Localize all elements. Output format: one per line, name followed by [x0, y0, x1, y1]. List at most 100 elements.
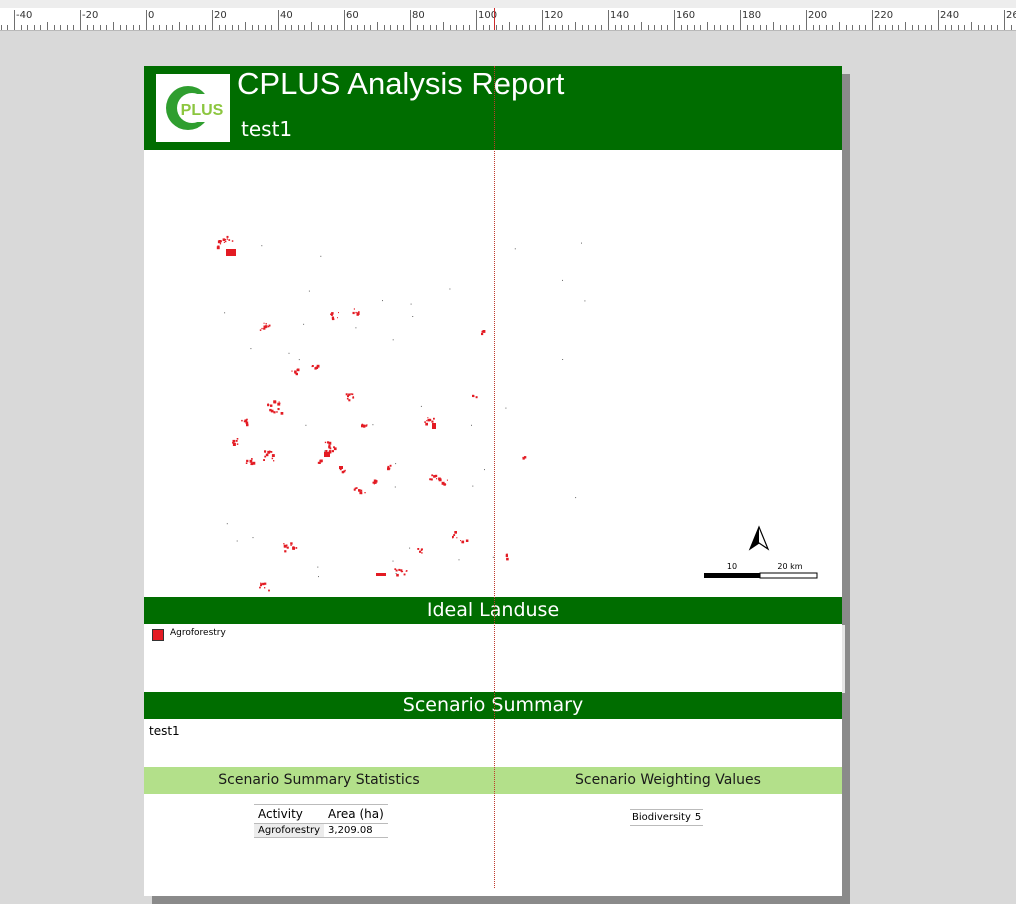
ruler-tick [86, 25, 88, 30]
ruler-tick [990, 25, 992, 30]
map-feature-pixel [263, 322, 265, 324]
map-speck [395, 463, 397, 465]
map-feature-pixel [293, 548, 295, 550]
ruler-tick [198, 25, 200, 30]
ruler-tick [218, 25, 220, 30]
ruler-tick [205, 25, 207, 30]
map-feature-pixel [387, 467, 390, 471]
ruler-tick [245, 22, 246, 30]
map-feature-pixel [329, 447, 332, 450]
ruler-tick [641, 22, 642, 30]
map-feature-pixel [264, 450, 267, 453]
map-speck [581, 242, 582, 244]
map-feature-pixel [328, 446, 331, 449]
map-feature-pixel [506, 557, 509, 561]
map-feature-pixel [280, 412, 284, 415]
map-feature-pixel [260, 584, 262, 587]
ruler-tick [0, 25, 2, 30]
map-speck [288, 352, 290, 354]
ruler-tick [951, 25, 953, 30]
horizontal-ruler[interactable]: -40 -20 0 20 40 60 80 100 120 140 160 180 200 220 240 2… [0, 8, 1016, 31]
ruler-tick [561, 25, 563, 30]
map-feature-pixel [267, 450, 271, 454]
map-feature-pixel [265, 453, 269, 457]
ruler-tick [944, 25, 946, 30]
ruler-tick [443, 22, 444, 30]
ruler-tick [1004, 10, 1005, 30]
layout-page[interactable]: PLUS CPLUS Analysis Report test1 10 20 k… [144, 66, 842, 896]
map-feature-pixel [273, 411, 276, 414]
map-feature-pixel [292, 546, 295, 549]
map-feature-pixel [481, 332, 484, 336]
map-feature-pixel [314, 367, 317, 370]
ruler-tick [476, 10, 477, 30]
map-feature-pixel [354, 489, 356, 491]
column-header-area: Area (ha) [324, 804, 388, 824]
map-feature-pixel [359, 491, 363, 495]
map-frame[interactable]: 10 20 km [144, 150, 842, 596]
ruler-tick [806, 10, 807, 30]
ruler-tick [304, 25, 306, 30]
map-feature-pixel [441, 481, 445, 485]
ruler-label: 120 [544, 10, 564, 21]
map-feature-pixel [294, 370, 297, 374]
map-feature-pixel [325, 450, 328, 453]
report-title: CPLUS Analysis Report [237, 66, 565, 101]
map-speck [409, 547, 411, 549]
map-feature-pixel [465, 539, 469, 542]
map-speck [372, 424, 374, 426]
map-feature-pixel [260, 582, 262, 584]
map-feature-pixel [231, 240, 234, 242]
guide-line[interactable] [494, 66, 495, 888]
map-feature-pixel [433, 475, 436, 478]
map-feature-pixel [295, 372, 298, 376]
map-feature-pixel [346, 397, 349, 400]
cell-weight-value: 5 [692, 809, 704, 826]
map-feature-pixel [245, 421, 249, 425]
ruler-tick [825, 25, 827, 30]
map-speck [505, 407, 507, 409]
ruler-tick [885, 25, 887, 30]
table-row: Biodiversity 5 [630, 809, 704, 826]
scenario-name: test1 [241, 117, 293, 141]
ruler-tick [938, 10, 939, 30]
map-feature-pixel [264, 582, 267, 585]
ruler-tick [456, 25, 458, 30]
map-feature-pixel [436, 478, 438, 480]
map-speck [395, 573, 397, 574]
map-feature-pixel [225, 240, 227, 243]
map-feature-pixel [263, 327, 266, 330]
map-feature-pixel [396, 573, 399, 577]
ruler-tick [370, 25, 372, 30]
legend-label-agroforestry: Agroforestry [170, 628, 226, 638]
map-feature-pixel [264, 455, 267, 458]
map-feature-pixel [372, 481, 375, 484]
map-feature-pixel [249, 460, 253, 463]
ruler-tick [522, 25, 524, 30]
map-feature-pixel [319, 459, 323, 463]
ruler-tick [20, 25, 22, 30]
map-feature-pixel [446, 479, 448, 481]
map-feature-pixel [452, 537, 454, 539]
map-feature-pixel [420, 549, 422, 551]
ruler-tick [502, 25, 504, 30]
map-speck [320, 255, 322, 257]
ruler-tick [225, 25, 227, 30]
map-feature-pixel [327, 441, 330, 444]
map-feature-pixel [344, 469, 346, 472]
ruler-tick [680, 25, 682, 30]
ruler-tick [667, 25, 669, 30]
map-feature-pixel [331, 314, 333, 316]
ruler-tick [634, 25, 636, 30]
ruler-tick [429, 25, 431, 30]
ruler-tick [27, 25, 29, 30]
ruler-tick [568, 25, 570, 30]
ruler-label: 40 [280, 10, 293, 21]
summary-statistics-table: Activity Area (ha) Agroforestry 3,209.08 [254, 804, 388, 838]
map-feature-pixel [245, 462, 248, 464]
ruler-tick [792, 25, 794, 30]
map-feature-pixel [434, 474, 438, 478]
scale-label-20km: 20 km [777, 562, 802, 571]
cell-area: 3,209.08 [324, 823, 388, 838]
map-feature-pixel [343, 470, 346, 473]
